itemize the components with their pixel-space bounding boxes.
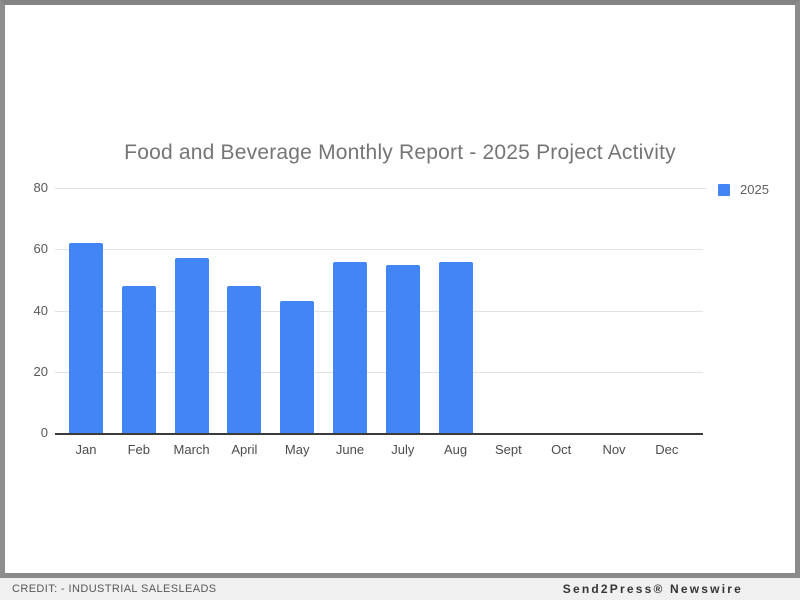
legend-label-2025: 2025 [740,182,769,197]
y-tick-60: 60 [33,241,48,257]
y-tick-80: 80 [33,180,48,195]
bar-june [333,261,367,433]
gridline-80 [55,188,706,189]
bar-july [385,264,420,433]
credit-bar: CREDIT: - INDUSTRIAL SALESLEADS Send2Pre… [0,578,800,600]
plot-area: 0 20 40 60 80 Jan Feb March April May June July Aug S… [33,180,706,457]
x-label-oct: Oct [551,442,572,457]
x-label-july: July [391,442,415,457]
x-label-may: May [284,442,310,457]
gridline-60 [55,249,703,251]
bar-aug [438,261,473,433]
x-label-march: March [173,442,210,457]
chart-title: Food and Beverage Monthly Report - 2025 … [124,141,676,164]
bar-may [280,301,315,433]
x-label-june: June [335,442,365,457]
bar-feb [121,286,156,433]
gridline-40 [55,310,703,312]
bar-jan [69,243,103,433]
x-axis-baseline [55,433,703,435]
gridline-20 [55,371,703,373]
x-label-april: April [231,442,258,457]
newswire-brand-text: Send2Press® Newswire [562,582,743,596]
x-label-jan: Jan [75,442,97,457]
bar-march [174,258,209,433]
legend-swatch-2025 [718,183,730,196]
x-label-nov: Nov [602,442,626,457]
y-tick-20: 20 [33,363,48,379]
x-label-feb: Feb [127,442,150,457]
y-tick-0: 0 [40,425,48,440]
legend: 2025 [718,182,769,197]
x-label-sept: Sept [495,442,522,457]
y-tick-40: 40 [33,302,48,318]
bar-april [227,286,262,433]
chart-image-frame: Food and Beverage Monthly Report - 2025 … [0,0,800,578]
x-label-dec: Dec [655,442,679,457]
credit-text: CREDIT: - INDUSTRIAL SALESLEADS [12,583,217,595]
x-label-aug: Aug [444,442,468,457]
